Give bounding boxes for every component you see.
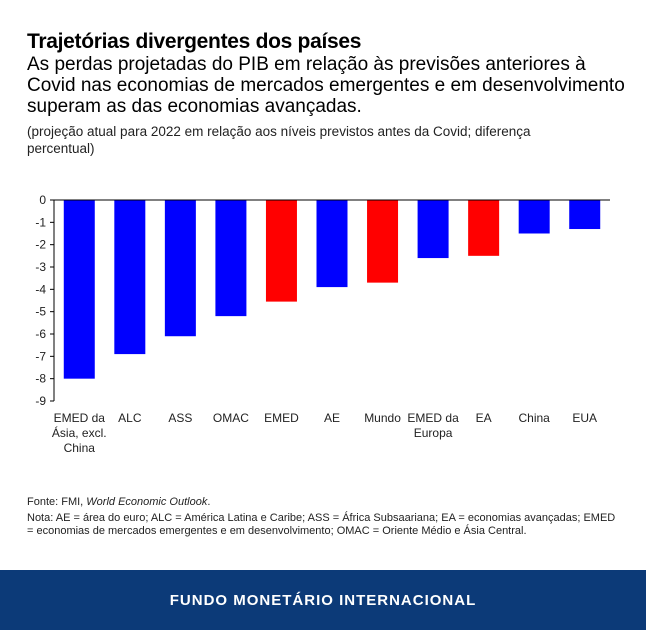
bar xyxy=(114,200,146,355)
bar xyxy=(164,200,196,337)
bar xyxy=(316,200,348,288)
y-tick-label: -7 xyxy=(35,349,46,363)
bar xyxy=(417,200,449,259)
bar-chart: EMED da Ásia, excl. China ALC ASS OMAC EMED AE M… xyxy=(35,193,610,455)
x-tick-label: EMED xyxy=(264,411,299,425)
x-tick-label: EUA xyxy=(572,411,597,425)
y-tick-label: -9 xyxy=(35,394,46,408)
y-tick-label: -3 xyxy=(35,260,46,274)
bar xyxy=(569,200,601,230)
source-title: World Economic Outlook xyxy=(86,496,208,508)
x-tick-label: EA xyxy=(476,411,492,425)
chart-title: Trajetórias divergentes dos países xyxy=(27,30,362,53)
x-tick-label: OMAC xyxy=(213,411,249,425)
bar xyxy=(367,200,399,283)
x-tick-label: China xyxy=(519,411,551,425)
bar xyxy=(265,200,297,302)
bar xyxy=(468,200,500,256)
x-tick-label: ASS xyxy=(168,411,192,425)
footer-banner: FUNDO MONETÁRIO INTERNACIONAL xyxy=(0,570,646,630)
y-tick-label: -6 xyxy=(35,327,46,341)
y-tick-label: 0 xyxy=(39,193,46,207)
note: Nota: AE = área do euro; ALC = América L… xyxy=(27,512,616,537)
source-prefix: Fonte: FMI, xyxy=(27,496,87,508)
y-tick-label: -1 xyxy=(35,215,46,229)
chart-subtitle: As perdas projetadas do PIB em relação à… xyxy=(27,54,625,117)
unit-note: (projeção atual para 2022 em relação aos… xyxy=(27,124,531,156)
y-tick-label: -8 xyxy=(35,372,46,386)
x-tick-label: Mundo xyxy=(364,411,401,425)
x-tick-label: EMED da Ásia, excl. China xyxy=(52,411,107,455)
bar xyxy=(215,200,247,317)
x-tick-label: EMED da Europa xyxy=(407,411,459,440)
x-tick-label: AE xyxy=(324,411,340,425)
y-tick-label: -4 xyxy=(35,282,46,296)
y-tick-label: -5 xyxy=(35,305,46,319)
bar xyxy=(63,200,95,379)
source: Fonte: FMI, World Economic Outlook. xyxy=(27,496,210,508)
bar xyxy=(518,200,550,234)
x-tick-label: ALC xyxy=(118,411,142,425)
source-suffix: . xyxy=(207,496,211,508)
y-tick-label: -2 xyxy=(35,238,46,252)
